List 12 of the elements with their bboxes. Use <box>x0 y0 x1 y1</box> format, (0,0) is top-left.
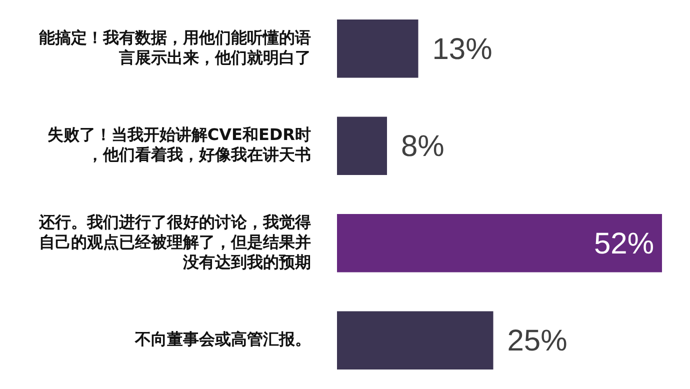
y-tick-label: 失败了！当我开始讲解CVE和EDR时，他们看着我，好像我在讲天书 <box>47 125 311 164</box>
bar <box>337 116 387 176</box>
bar <box>337 311 494 370</box>
data-label: 13% <box>432 32 492 66</box>
y-tick-label: 还行。我们进行了很好的讨论，我觉得自己的观点已经被理解了，但是结果并没有达到我的预期 <box>38 212 311 272</box>
data-label: 52% <box>594 227 654 260</box>
bar <box>337 19 418 78</box>
bar <box>337 214 662 272</box>
data-label: 25% <box>507 324 568 358</box>
y-tick-label: 能搞定！我有数据，用他们能听懂的语言展示出来，他们就明白了 <box>39 28 311 67</box>
y-tick-label: 不向董事会或高管汇报。 <box>134 330 311 349</box>
data-label: 8% <box>401 130 444 164</box>
